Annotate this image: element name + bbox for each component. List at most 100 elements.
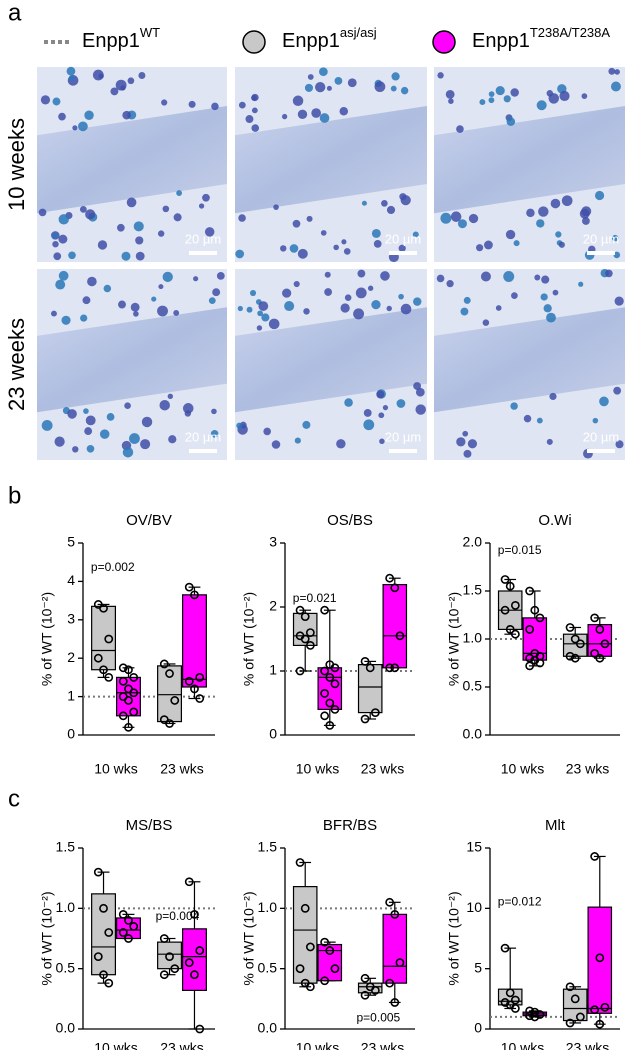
data-point (129, 922, 139, 931)
data-point (195, 694, 205, 703)
cell (488, 97, 495, 104)
data-point (575, 639, 585, 649)
data-point (190, 909, 199, 919)
cell (456, 437, 466, 447)
p-value: p=0.021 (293, 591, 337, 605)
data-point (360, 657, 370, 666)
data-point (590, 1005, 600, 1015)
data-point (500, 575, 510, 584)
y-tick-label: 10 (466, 899, 482, 915)
cell (211, 408, 217, 415)
cell (306, 215, 313, 222)
data-point (565, 623, 575, 632)
cell (315, 81, 326, 93)
cell (58, 214, 69, 225)
data-point (320, 937, 330, 947)
bone-band (37, 307, 227, 413)
box-body (91, 893, 117, 976)
data-point (104, 978, 114, 988)
data-point (93, 653, 103, 663)
cell (121, 251, 131, 261)
y-tick-label: 5 (474, 959, 482, 975)
y-axis-label: % of WT (10⁻²) (39, 891, 55, 985)
box (357, 973, 383, 1000)
x-tick-label: 23 wks (361, 1040, 405, 1050)
legend-label: Enpp1asj/asj (282, 25, 377, 52)
cell (127, 77, 135, 85)
legend-label: Enpp1T238A/T238A (472, 25, 610, 52)
cell (505, 229, 516, 240)
cell (72, 125, 78, 131)
cell (238, 101, 246, 109)
cell (307, 74, 314, 80)
cell (83, 408, 89, 414)
cell (52, 233, 58, 239)
cell (122, 446, 134, 458)
data-point (118, 676, 128, 686)
data-point (510, 995, 520, 1005)
data-point (330, 663, 340, 673)
data-point (500, 605, 510, 615)
data-point (330, 705, 340, 714)
cell (543, 304, 552, 313)
box-body (292, 886, 318, 984)
data-point (525, 625, 535, 634)
data-point (535, 658, 545, 668)
data-point (595, 1019, 605, 1029)
data-point (170, 696, 180, 705)
legend-sup: asj/asj (340, 25, 377, 40)
box (382, 573, 408, 673)
cell (211, 102, 219, 111)
data-point (385, 897, 395, 907)
cell (376, 390, 385, 399)
cell (66, 66, 76, 76)
legend-text: Enpp1 (282, 30, 340, 52)
data-point (99, 970, 108, 980)
data-point (395, 958, 405, 968)
y-tick-label: 3 (67, 611, 75, 627)
cell (386, 205, 396, 215)
cell (237, 305, 243, 312)
data-point (124, 916, 133, 925)
box (317, 605, 343, 730)
data-point (510, 601, 520, 610)
cell (292, 95, 304, 107)
cell (450, 211, 462, 222)
cell (268, 318, 280, 330)
box-body (382, 583, 408, 669)
cell (413, 382, 422, 390)
cell (52, 240, 59, 248)
cell (235, 249, 245, 259)
box-chart: OS/BS % of WT (10⁻²) 0 1 2 3 10 wks 23 wks p=0.0… (241, 512, 415, 777)
y-tick-label: 0.5 (56, 959, 76, 975)
cell (297, 248, 308, 259)
cell (446, 280, 454, 288)
chart-title: Mlt (545, 817, 566, 834)
cell (130, 302, 140, 312)
cell (133, 221, 144, 232)
data-point (525, 586, 535, 596)
cell (578, 281, 584, 287)
p-value: p=0.015 (498, 543, 542, 557)
cell (555, 231, 562, 238)
x-tick-label: 23 wks (566, 1040, 610, 1050)
cell (386, 305, 392, 312)
data-point (165, 952, 174, 961)
data-point (325, 698, 335, 708)
x-tick-label: 10 wks (501, 761, 545, 777)
cell (541, 275, 550, 284)
cell (484, 240, 493, 250)
data-point (500, 943, 510, 953)
data-point (118, 663, 128, 673)
box-body (181, 594, 207, 688)
cell (534, 274, 541, 281)
cell (343, 248, 351, 255)
chart-title: BFR/BS (323, 817, 377, 834)
cell (546, 312, 556, 323)
cell (526, 208, 535, 218)
data-point (395, 631, 405, 641)
y-tick-label: 3 (269, 534, 277, 550)
cell (261, 313, 270, 322)
cell (99, 429, 110, 439)
box (181, 877, 207, 1034)
